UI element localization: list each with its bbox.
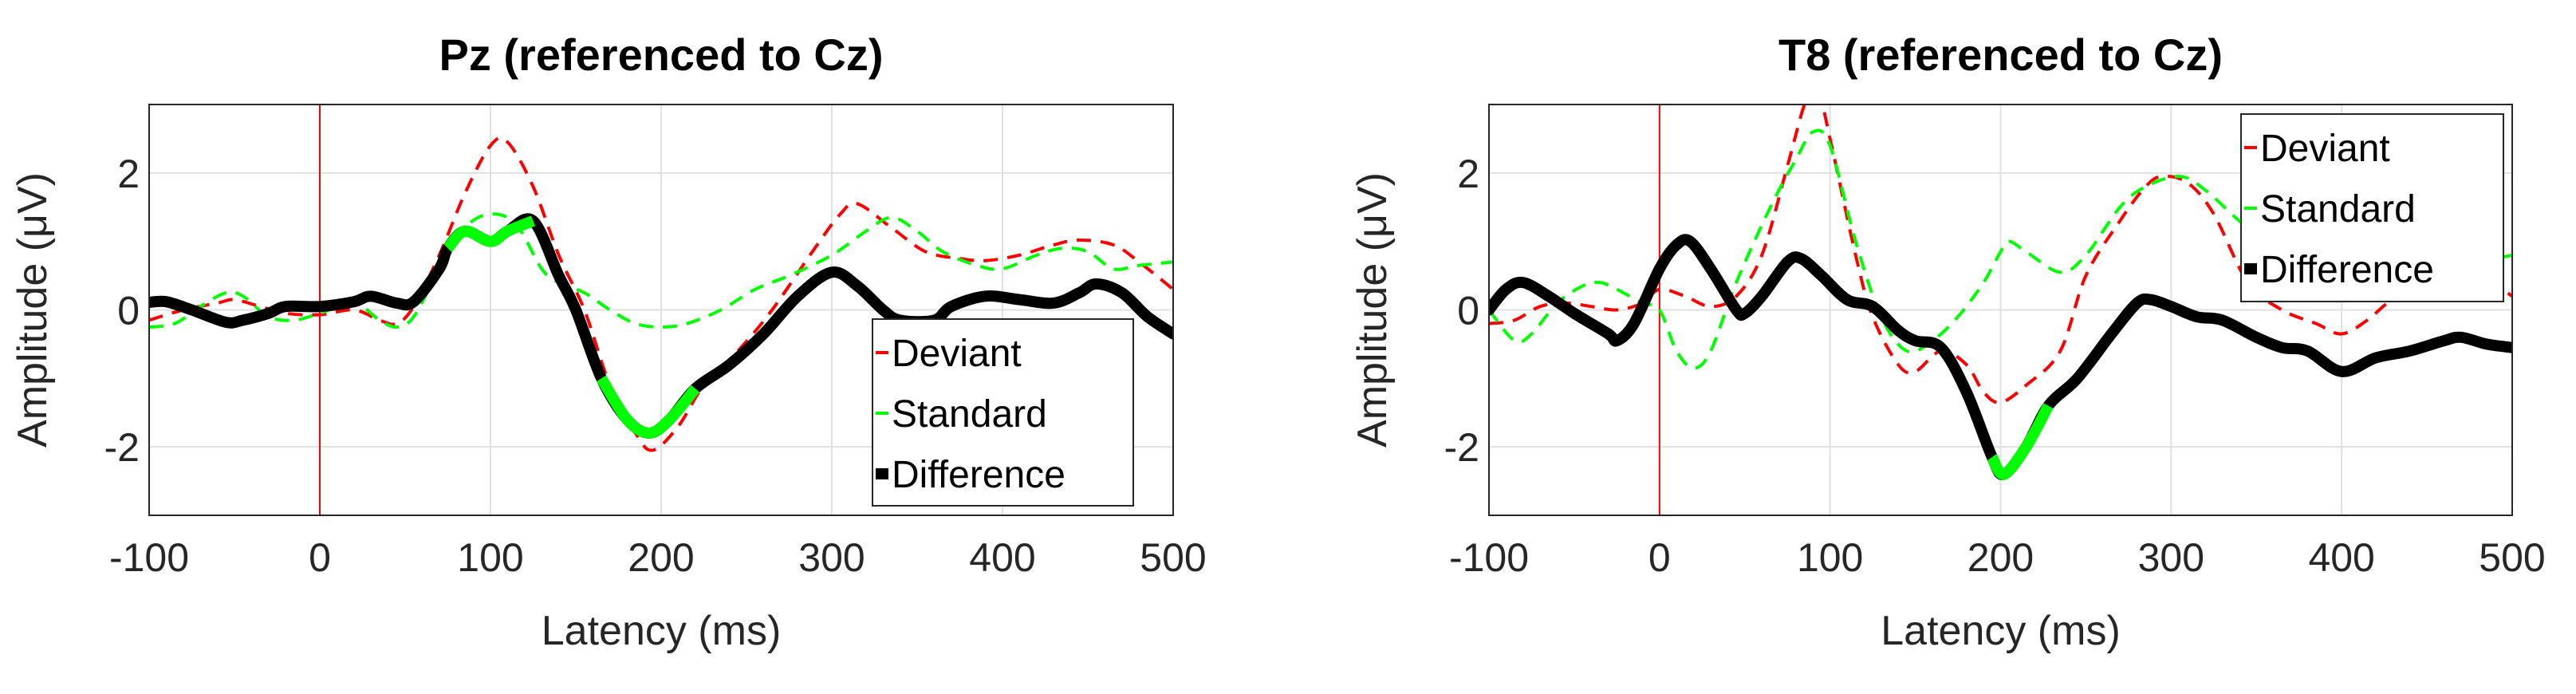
legend-label-difference: Difference: [2260, 249, 2434, 291]
x-tick-label: 100: [457, 535, 523, 580]
x-axis-label: Latency (ms): [542, 608, 782, 654]
legend: Deviant Standard Difference: [872, 318, 1134, 507]
y-tick-label: -2: [104, 425, 140, 470]
x-tick-label: 500: [1140, 535, 1206, 580]
series-line-difference: [1489, 234, 2512, 480]
x-tick-label: 0: [309, 535, 331, 580]
subplot-1: Pz (referenced to Cz) -100 0 100 200 300 400 50…: [10, 30, 1207, 654]
y-axis-label: Amplitude (μV): [10, 172, 56, 448]
legend-label-deviant: Deviant: [2260, 128, 2390, 170]
x-tick-label: 200: [628, 535, 694, 580]
chart-title: T8 (referenced to Cz): [1778, 30, 2223, 80]
x-tick-label: 300: [2138, 535, 2204, 580]
y-tick-label: 2: [1457, 152, 1479, 196]
legend-box: [2240, 113, 2504, 302]
x-tick-label: -100: [1449, 535, 1529, 580]
y-tick-label: 0: [1457, 289, 1479, 333]
series-line-standard: [149, 212, 1173, 329]
x-tick-label: 0: [1648, 535, 1671, 580]
legend-label-standard: Standard: [2260, 188, 2416, 231]
x-tick-label: 300: [798, 535, 865, 580]
x-tick-label: 400: [969, 535, 1035, 580]
y-tick-label: 0: [117, 289, 140, 333]
y-axis-label: Amplitude (μV): [1349, 172, 1396, 448]
series-group: [149, 136, 1173, 452]
x-axis-label: Latency (ms): [1881, 608, 2121, 654]
x-tick-label: 500: [2479, 535, 2545, 580]
x-tick-label: 400: [2308, 535, 2374, 580]
subplot-2: T8 (referenced to Cz) -100 0 100 200 300 400 50…: [1349, 30, 2546, 654]
legend-label-deviant: Deviant: [892, 333, 1022, 375]
legend: Deviant Standard Difference: [2240, 113, 2504, 302]
axes-box: [1488, 104, 2513, 516]
y-tick-label: -2: [1444, 425, 1479, 470]
chart-title: Pz (referenced to Cz): [439, 30, 884, 80]
significant-segment: [597, 375, 700, 440]
y-tick-label: 2: [117, 152, 140, 196]
legend-box: [872, 318, 1134, 507]
legend-label-standard: Standard: [892, 393, 1047, 436]
significant-segment: [443, 215, 536, 253]
significant-segment: [1987, 403, 2054, 480]
axes-box: [148, 104, 1174, 516]
x-tick-label: 100: [1797, 535, 1863, 580]
legend-label-difference: Difference: [892, 454, 1065, 496]
x-tick-label: 200: [1967, 535, 2034, 580]
x-tick-label: -100: [109, 535, 189, 580]
